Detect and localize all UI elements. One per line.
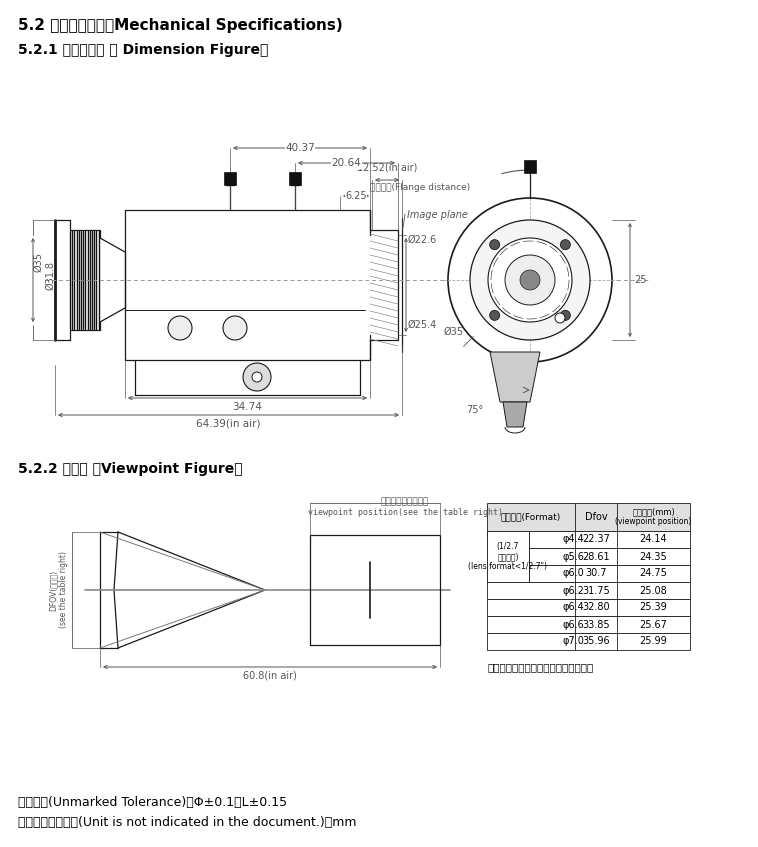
Bar <box>487 599 690 616</box>
Circle shape <box>520 270 540 290</box>
Text: 28.61: 28.61 <box>582 551 610 562</box>
Text: 25.39: 25.39 <box>640 602 667 612</box>
Bar <box>487 531 690 548</box>
Circle shape <box>252 372 262 382</box>
Bar <box>289 172 301 185</box>
Text: DFOV(见表格)
(see the table right): DFOV(见表格) (see the table right) <box>49 551 67 628</box>
Circle shape <box>223 316 247 340</box>
Text: 注：次广角端为光线有效径最大的焦距: 注：次广角端为光线有效径最大的焦距 <box>487 662 594 672</box>
Text: 25: 25 <box>634 275 647 285</box>
Circle shape <box>560 240 570 250</box>
Text: 40.37: 40.37 <box>285 143 315 153</box>
Bar <box>487 633 690 650</box>
Text: 12.52(in air): 12.52(in air) <box>357 162 417 172</box>
Text: φ6.4: φ6.4 <box>562 602 584 612</box>
Circle shape <box>555 313 565 323</box>
Text: 25.08: 25.08 <box>640 585 667 595</box>
Text: 35.96: 35.96 <box>582 636 610 646</box>
Text: 60.8(in air): 60.8(in air) <box>243 671 297 681</box>
Text: viewpoint position(see the table right): viewpoint position(see the table right) <box>308 508 503 517</box>
Bar <box>487 565 690 582</box>
Bar <box>487 531 529 582</box>
Circle shape <box>168 316 192 340</box>
Text: Ø22.6: Ø22.6 <box>408 235 437 245</box>
Circle shape <box>560 310 570 320</box>
Text: Image plane: Image plane <box>407 210 468 220</box>
Text: 视点位置(mm): 视点位置(mm) <box>632 507 675 517</box>
Text: 33.85: 33.85 <box>582 619 610 629</box>
Bar <box>487 548 690 565</box>
Text: Ø25.4: Ø25.4 <box>408 320 437 330</box>
Text: 未注公差(Unmarked Tolerance)：Φ±0.1，L±0.15: 未注公差(Unmarked Tolerance)：Φ±0.1，L±0.15 <box>18 796 287 809</box>
Text: 24.75: 24.75 <box>640 568 668 579</box>
Text: 25.67: 25.67 <box>640 619 668 629</box>
Text: (viewpoint position): (viewpoint position) <box>615 518 692 527</box>
Text: 5.2.1 外形尺寸图 （ Dimension Figure）: 5.2.1 外形尺寸图 （ Dimension Figure） <box>18 43 268 57</box>
Text: 22.37: 22.37 <box>582 534 610 545</box>
Text: 32.80: 32.80 <box>582 602 610 612</box>
Bar <box>487 616 690 633</box>
Circle shape <box>448 198 612 362</box>
Text: 64.39(in air): 64.39(in air) <box>196 419 261 429</box>
Text: φ7.0: φ7.0 <box>562 636 584 646</box>
Text: 6.25: 6.25 <box>345 191 367 201</box>
Text: 75°: 75° <box>466 405 484 415</box>
Text: Ø31.8: Ø31.8 <box>45 261 55 290</box>
Bar <box>487 503 690 531</box>
Text: (1/2.7
以下镜头)
(lens format<1/2.7"): (1/2.7 以下镜头) (lens format<1/2.7") <box>468 541 547 572</box>
Text: 34.74: 34.74 <box>233 402 262 412</box>
Text: φ5.6: φ5.6 <box>562 551 584 562</box>
Text: Ø35: Ø35 <box>443 326 463 336</box>
Text: Ø35: Ø35 <box>33 252 43 272</box>
Bar <box>524 160 536 173</box>
Text: φ6.0: φ6.0 <box>562 568 584 579</box>
Text: 视点位置（见表格）: 视点位置（见表格） <box>381 497 429 506</box>
Circle shape <box>490 310 500 320</box>
Circle shape <box>505 255 555 305</box>
Polygon shape <box>503 402 527 427</box>
Text: 30.7: 30.7 <box>585 568 606 579</box>
Text: 本规格书未注单位(Unit is not indicated in the document.)：mm: 本规格书未注单位(Unit is not indicated in the do… <box>18 816 356 829</box>
Text: φ6.6: φ6.6 <box>562 619 584 629</box>
Circle shape <box>243 363 271 391</box>
Text: 5.2.2 视点图 （Viewpoint Figure）: 5.2.2 视点图 （Viewpoint Figure） <box>18 462 243 476</box>
Text: 法兰后焦(Flange distance): 法兰后焦(Flange distance) <box>370 183 470 192</box>
Text: 25.99: 25.99 <box>640 636 667 646</box>
Circle shape <box>470 220 590 340</box>
Bar <box>487 582 690 599</box>
Text: 20.64: 20.64 <box>332 158 362 168</box>
Text: Dfov: Dfov <box>584 512 607 522</box>
Text: 31.75: 31.75 <box>582 585 610 595</box>
Polygon shape <box>490 352 540 402</box>
Text: φ4.4: φ4.4 <box>562 534 584 545</box>
Text: 24.35: 24.35 <box>640 551 667 562</box>
Text: 像面大小(Format): 像面大小(Format) <box>501 512 561 522</box>
Text: φ6.2: φ6.2 <box>562 585 584 595</box>
Circle shape <box>490 240 500 250</box>
Text: 5.2 机构参数规格（Mechanical Specifications): 5.2 机构参数规格（Mechanical Specifications) <box>18 18 343 33</box>
Bar <box>224 172 236 185</box>
Text: 24.14: 24.14 <box>640 534 667 545</box>
Circle shape <box>488 238 572 322</box>
